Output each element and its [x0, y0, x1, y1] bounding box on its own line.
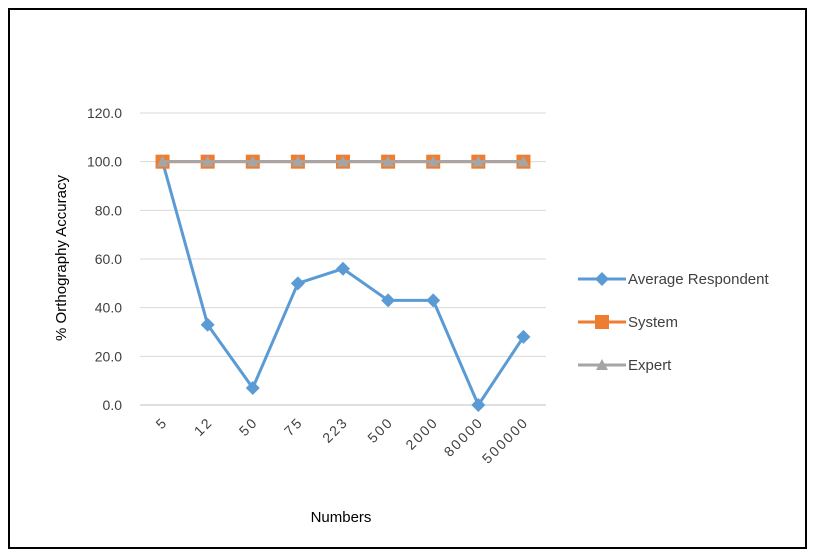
data-point-average-respondent: [290, 276, 305, 291]
y-tick-label: 60.0: [95, 251, 122, 267]
x-tick-label: 12: [191, 414, 216, 439]
data-point-expert: [201, 155, 214, 167]
legend: Average Respondent System Expert: [578, 271, 769, 374]
data-point-average-respondent: [245, 380, 260, 395]
legend-label-average-respondent: Average Respondent: [628, 271, 769, 288]
data-point-average-respondent: [471, 398, 486, 412]
x-tick-label: 2000: [402, 414, 441, 453]
data-point-expert: [382, 155, 395, 167]
y-axis-title: % Orthography Accuracy: [53, 175, 70, 341]
data-point-expert: [337, 155, 349, 167]
x-tick-label: 5: [152, 414, 170, 432]
data-point-expert: [246, 155, 259, 167]
data-point-average-respondent: [426, 293, 441, 308]
legend-label-expert: Expert: [628, 357, 672, 374]
data-point-expert: [472, 155, 485, 167]
legend-label-system: System: [628, 314, 678, 331]
x-tick-label: 75: [281, 414, 306, 439]
data-point-average-respondent: [381, 293, 396, 308]
x-tick-label: 50: [236, 414, 261, 439]
y-tick-label: 40.0: [95, 300, 122, 316]
x-tick-label: 500000: [479, 414, 532, 467]
chart-frame: [8, 8, 807, 549]
legend-marker-expert: [596, 359, 608, 370]
x-tick-label: 223: [319, 414, 351, 446]
x-tick-label: 80000: [441, 414, 487, 460]
x-axis-title: Numbers: [311, 509, 372, 526]
y-tick-label: 120.0: [87, 105, 122, 121]
series-line-average-respondent: [161, 161, 525, 407]
legend-marker-system: [595, 315, 609, 329]
series-group: [155, 154, 531, 412]
y-axis-ticks: 0.0 20.0 40.0 60.0 80.0 100.0 120.0: [87, 105, 122, 413]
x-tick-label: 500: [364, 414, 396, 446]
data-point-expert: [427, 155, 440, 167]
data-point-average-respondent: [336, 261, 350, 276]
data-point-expert: [156, 155, 169, 167]
data-point-average-respondent: [200, 317, 215, 332]
y-tick-label: 0.0: [103, 397, 123, 413]
y-tick-label: 80.0: [95, 202, 122, 218]
data-point-expert: [517, 155, 530, 167]
data-point-average-respondent: [516, 329, 531, 344]
data-point-expert: [291, 155, 304, 167]
legend-marker-average-respondent: [595, 272, 609, 286]
y-tick-label: 20.0: [95, 348, 122, 364]
y-tick-label: 100.0: [87, 154, 122, 170]
